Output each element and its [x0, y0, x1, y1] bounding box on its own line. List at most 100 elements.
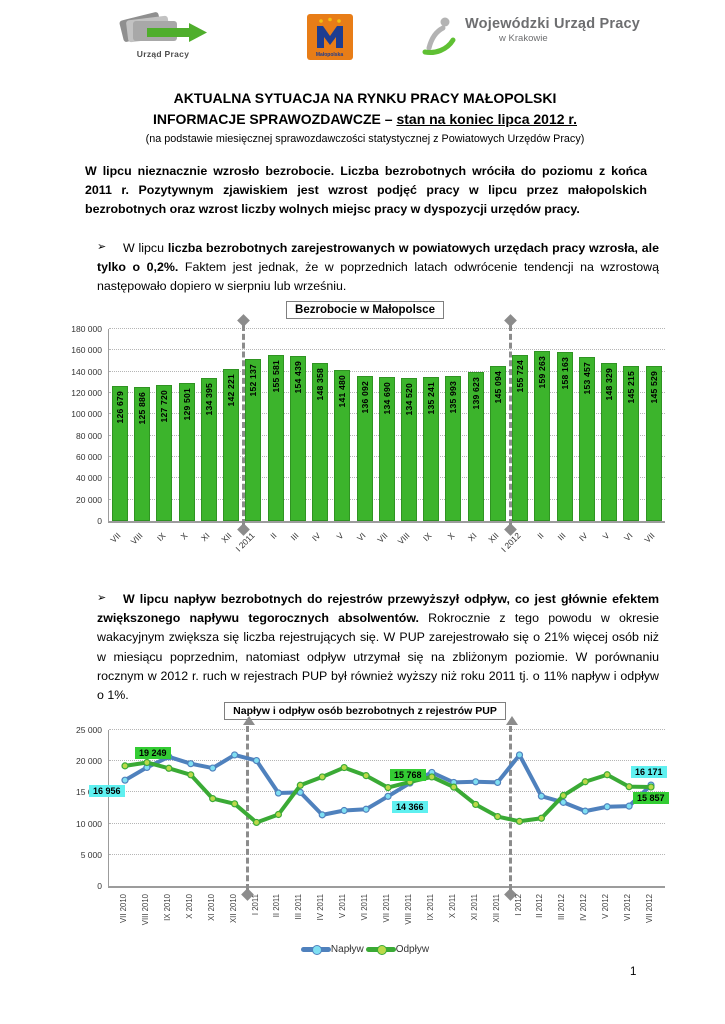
bar-chart-title: Bezrobocie w Małopolsce	[286, 301, 444, 319]
x-tick-label: X	[445, 530, 457, 542]
data-point-marker	[647, 783, 655, 791]
data-point-marker	[428, 773, 436, 781]
wup-logo: Wojewódzki Urząd Pracy w Krakowie	[421, 16, 640, 58]
bar-slot: 154 439	[287, 329, 309, 521]
malopolska-logo-caption: Małopolska	[315, 52, 344, 58]
value-callout-odpływ: 15 768	[390, 768, 426, 781]
title-line-2: INFORMACJE SPRAWOZDAWCZE – stan na konie…	[85, 109, 645, 130]
data-point-marker	[384, 792, 392, 800]
y-tick-label: 0	[97, 881, 102, 891]
bar-value-label: 158 163	[559, 357, 570, 390]
bar: 148 358	[312, 362, 329, 521]
bar-value-label: 129 501	[181, 387, 192, 421]
bullet-text: Faktem jest jednak, że w poprzednich lat…	[97, 260, 659, 294]
line-chart-title: Napływ i odpływ osób bezrobotnych z reje…	[224, 702, 506, 720]
year-separator	[240, 716, 255, 901]
separator-arrow-top	[242, 716, 255, 725]
line-chart-svg	[121, 751, 655, 827]
bar: 158 163	[556, 352, 573, 521]
wup-logo-subtitle: w Krakowie	[499, 33, 548, 44]
bar-slot: 152 137	[242, 329, 264, 521]
data-point-marker	[625, 783, 633, 791]
bar-value-label: 148 358	[315, 367, 326, 401]
x-tick-label: IV 2011	[316, 894, 326, 921]
x-tick-label: XII 2011	[491, 894, 501, 923]
y-tick-label: 10 000	[76, 818, 102, 829]
x-tick-label: VII 2012	[645, 894, 654, 924]
bar: 136 092	[356, 375, 373, 521]
gridline	[109, 349, 665, 351]
bar-slot: 158 163	[554, 329, 576, 521]
x-tick-label: XI 2010	[206, 894, 216, 921]
x-tick-label: X 2010	[184, 894, 194, 919]
bullet-paragraph-2: ➢ W lipcu napływ bezrobotnych do rejestró…	[85, 590, 659, 705]
bar-slot: 155 724	[509, 329, 531, 521]
bar-value-label: 152 137	[248, 363, 259, 397]
data-point-marker	[274, 810, 283, 819]
unemployment-bar-chart: Bezrobocie w Małopolsce 0 20 000 40 000 60 …	[60, 300, 670, 565]
bar-value-label: 159 263	[537, 356, 548, 389]
gridline	[109, 370, 665, 372]
wup-runner-icon	[422, 17, 456, 55]
bar: 139 623	[467, 372, 484, 521]
bar: 145 529	[645, 365, 662, 521]
bar-value-label: 139 623	[470, 377, 481, 410]
bullet-text-bold: W lipcu napływ bezrobotnych do rejestrów…	[97, 592, 659, 626]
legend-label: Odpływ	[395, 944, 430, 955]
malopolska-logo: Małopolska	[306, 14, 353, 60]
x-tick-label: VI 2011	[360, 894, 370, 921]
bar: 148 329	[601, 362, 618, 521]
data-point-marker	[384, 784, 392, 792]
bar-value-label: 145 529	[648, 370, 659, 404]
bar-slot: 159 263	[532, 329, 554, 521]
bar-slot: 142 221	[220, 329, 242, 521]
x-tick-label: XI	[465, 530, 479, 544]
data-point-marker	[472, 778, 480, 786]
bullet-marker: ➢	[97, 241, 107, 253]
x-tick-label: V	[334, 530, 346, 542]
x-tick-label: V	[600, 530, 612, 542]
value-callout-napływ: 14 366	[392, 801, 428, 814]
data-point-marker	[625, 802, 633, 810]
bar-value-label: 155 724	[515, 359, 526, 393]
bar: 154 439	[289, 356, 306, 521]
bar-value-label: 141 480	[337, 375, 348, 408]
value-callout-odpływ: 15 857	[633, 792, 669, 805]
bar-value-label: 125 886	[137, 391, 148, 425]
bar: 135 241	[423, 376, 440, 521]
bar-value-label: 127 720	[159, 389, 170, 423]
x-tick-label: I 2012	[513, 894, 523, 916]
bar-chart-y-axis: 0 20 000 40 000 60 000 80 000 100 000 120 000 1…	[60, 324, 106, 526]
series-line-odpływ	[123, 760, 653, 825]
bar-value-label: 148 329	[604, 367, 615, 401]
bar: 135 993	[445, 375, 462, 521]
bar: 134 520	[400, 377, 417, 521]
y-tick-label: 40 000	[76, 473, 102, 484]
value-callout-odpływ: 19 249	[135, 746, 171, 759]
data-point-marker	[537, 792, 546, 800]
bar-value-label: 134 690	[381, 382, 392, 415]
x-tick-label: III 2012	[557, 894, 567, 921]
intro-paragraph: W lipcu nieznacznie wzrosło bezrobocie. …	[85, 164, 647, 217]
title-line-2-underlined: stan na koniec lipca 2012 r.	[396, 111, 577, 127]
bar-slot: 134 520	[398, 329, 420, 521]
bullet-text: W lipcu	[123, 241, 168, 255]
bar: 134 690	[378, 377, 395, 521]
bar-value-label: 134 520	[403, 382, 414, 415]
data-point-marker	[121, 776, 129, 784]
bar-value-label: 136 092	[359, 380, 370, 414]
bar-slot: 135 241	[420, 329, 442, 521]
bar-slot: 135 993	[443, 329, 465, 521]
bar-slot: 134 690	[376, 329, 398, 521]
urzad-pracy-logo-icon	[119, 12, 207, 43]
bar-slot: 148 329	[598, 329, 620, 521]
data-point-marker	[537, 814, 546, 822]
x-tick-label: VI 2012	[623, 894, 633, 921]
bar-value-label: 126 679	[114, 390, 125, 424]
y-tick-label: 160 000	[71, 345, 102, 356]
bar-value-label: 153 457	[581, 362, 592, 395]
data-point-marker	[493, 778, 502, 787]
bar: 152 137	[245, 358, 262, 521]
